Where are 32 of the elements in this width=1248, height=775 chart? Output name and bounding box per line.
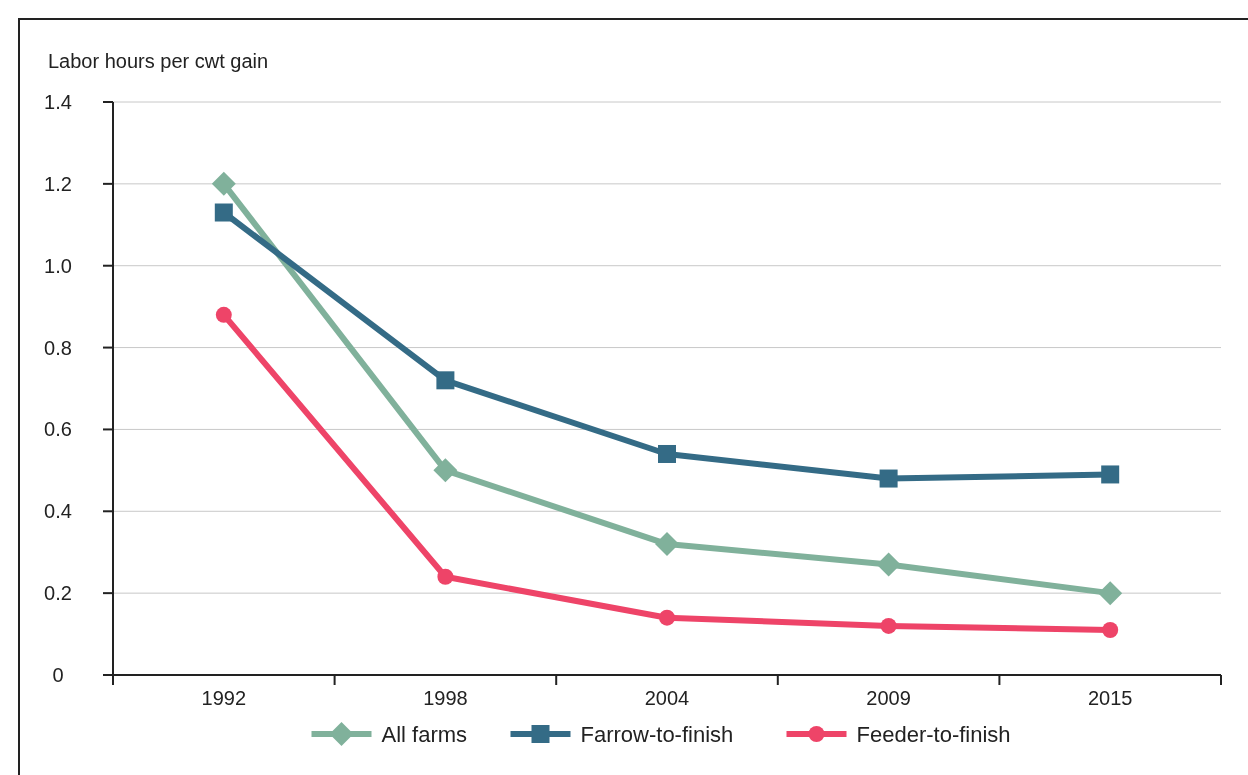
x-tick-label: 1992	[201, 687, 247, 709]
y-tick-label: 0.8	[44, 336, 72, 359]
x-tick-label: 2015	[1087, 687, 1133, 709]
y-tick-label: 1.2	[44, 172, 72, 195]
y-tick-label: 0.6	[44, 418, 72, 441]
point	[437, 568, 454, 585]
point	[436, 371, 455, 390]
x-tick-label: 2009	[866, 687, 911, 709]
point	[214, 203, 233, 222]
y-tick-label: 1.4	[44, 91, 72, 113]
legend-label: All farms	[381, 721, 468, 747]
x-tick-label: 1998	[423, 687, 468, 709]
point	[215, 306, 232, 323]
y-tick-label: 0.2	[44, 582, 72, 605]
legend-label: Feeder-to-finish	[856, 721, 1011, 747]
legend-label: Farrow-to-finish	[580, 721, 734, 747]
point	[876, 552, 901, 577]
point	[658, 444, 676, 463]
point	[880, 617, 897, 634]
point	[211, 171, 236, 196]
point	[1098, 581, 1123, 606]
point	[1102, 621, 1119, 638]
point	[655, 532, 679, 557]
y-tick-label: 0	[52, 664, 64, 686]
point	[879, 469, 898, 488]
point	[1101, 465, 1120, 484]
point	[659, 609, 675, 626]
x-tick-label: 2004	[644, 687, 690, 709]
y-tick-label: 1.0	[44, 254, 72, 277]
y-tick-label: 0.4	[44, 500, 72, 523]
point	[433, 458, 458, 483]
y-axis-title: Labor hours per cwt gain	[48, 50, 269, 72]
